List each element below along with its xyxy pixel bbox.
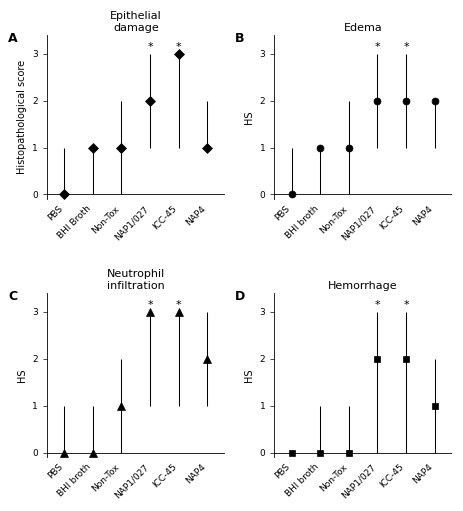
Title: Hemorrhage: Hemorrhage [328, 281, 398, 291]
Y-axis label: HS: HS [244, 368, 254, 382]
Text: D: D [235, 290, 245, 303]
Text: *: * [176, 300, 181, 310]
Text: *: * [375, 42, 380, 52]
Text: *: * [176, 42, 181, 52]
Text: *: * [403, 300, 409, 310]
Text: *: * [403, 42, 409, 52]
Y-axis label: HS: HS [17, 368, 27, 382]
Text: *: * [147, 42, 153, 52]
Text: C: C [8, 290, 17, 303]
Y-axis label: Histopathological score: Histopathological score [17, 60, 27, 174]
Text: A: A [8, 32, 18, 44]
Text: B: B [235, 32, 245, 44]
Y-axis label: HS: HS [244, 110, 254, 124]
Title: Edema: Edema [344, 22, 382, 33]
Text: *: * [375, 300, 380, 310]
Text: *: * [147, 300, 153, 310]
Title: Epithelial
damage: Epithelial damage [110, 11, 162, 33]
Title: Neutrophil
infiltration: Neutrophil infiltration [106, 269, 165, 291]
